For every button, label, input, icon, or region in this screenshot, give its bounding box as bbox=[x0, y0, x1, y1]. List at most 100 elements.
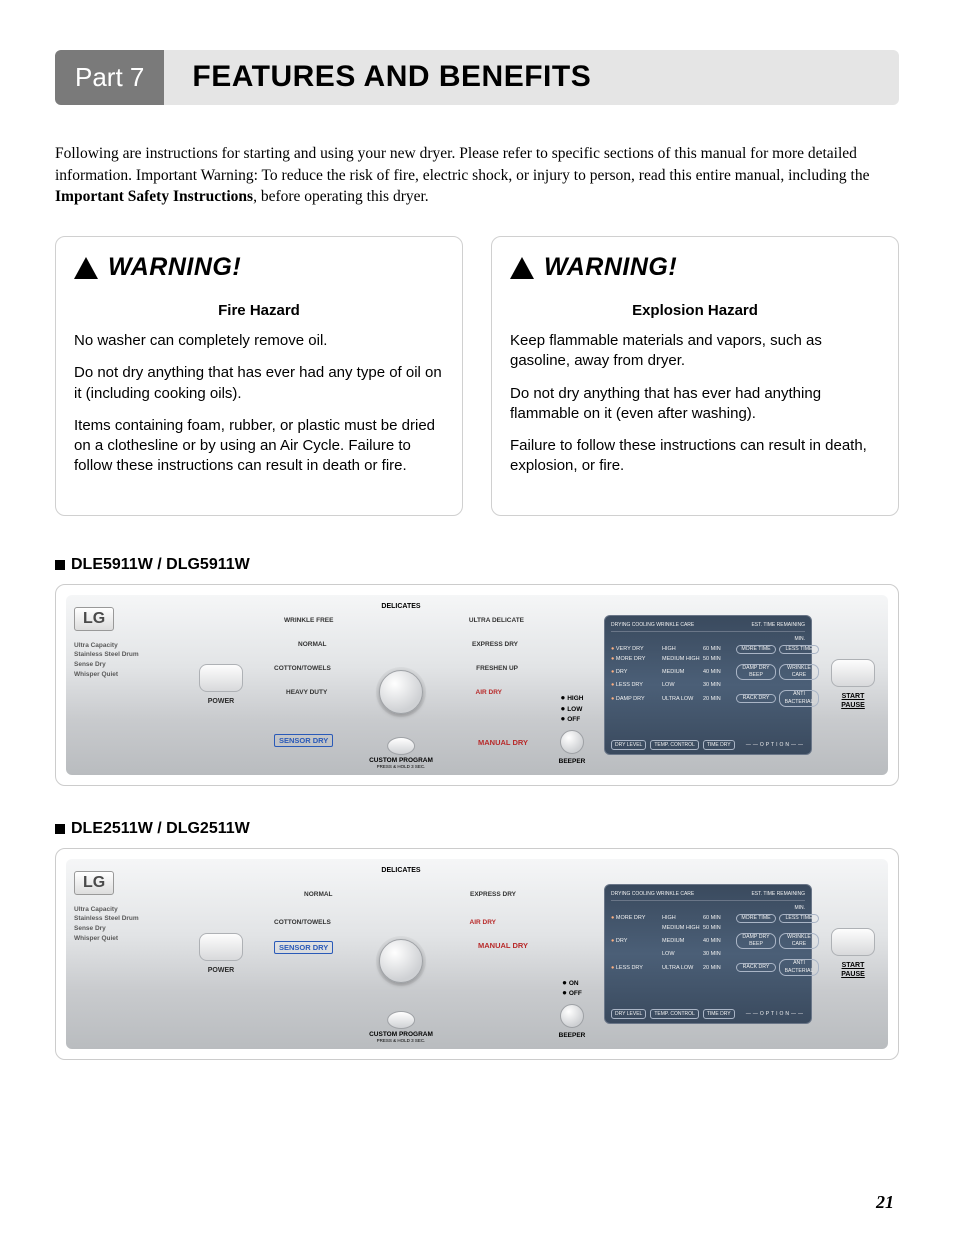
lcd-cell: ANTI BACTERIAL bbox=[779, 959, 819, 976]
lcd-button[interactable]: TIME DRY bbox=[703, 1009, 735, 1019]
brand-line: Stainless Steel Drum bbox=[74, 650, 178, 660]
lcd-button[interactable]: TIME DRY bbox=[703, 740, 735, 750]
lcd-cell: RACK DRY bbox=[736, 963, 776, 972]
control-panel-2: LG Ultra Capacity Stainless Steel Drum S… bbox=[66, 859, 888, 1049]
warning-triangle-icon bbox=[74, 257, 98, 279]
lcd-button[interactable]: DRY LEVEL bbox=[611, 1009, 646, 1019]
header-row: Part 7 FEATURES AND BENEFITS bbox=[55, 50, 899, 105]
custom-program-sub: PRESS & HOLD 3 SEC. bbox=[369, 764, 433, 769]
power-button[interactable] bbox=[199, 933, 243, 961]
custom-program-sub: PRESS & HOLD 3 SEC. bbox=[369, 1038, 433, 1043]
warning-text: WARNING! bbox=[544, 253, 677, 282]
lcd-cell: ● MORE DRY bbox=[611, 656, 659, 662]
lcd-cell: MEDIUM bbox=[662, 938, 700, 944]
explosion-p2: Do not dry anything that has ever had an… bbox=[510, 384, 880, 425]
brand-line: Stainless Steel Drum bbox=[74, 914, 178, 924]
warning-label: WARNING! bbox=[74, 253, 444, 282]
lcd-cell: ● LESS DRY bbox=[611, 965, 659, 971]
beeper-levels: ● HIGH ● LOW ● OFF bbox=[561, 694, 584, 725]
dial-opt: EXPRESS DRY bbox=[472, 641, 518, 648]
lcd-cell: WRINKLE CARE bbox=[779, 664, 819, 681]
power-column: POWER bbox=[186, 595, 256, 775]
start-pause-label: STARTPAUSE bbox=[841, 693, 865, 710]
sensor-dry-label: SENSOR DRY bbox=[274, 941, 333, 954]
lcd-cell: LESS TIME bbox=[779, 645, 819, 654]
lcd-cell: MEDIUM HIGH bbox=[662, 925, 700, 931]
warning-label: WARNING! bbox=[510, 253, 880, 282]
lcd-cell: HIGH bbox=[662, 915, 700, 921]
lcd-cell: MEDIUM HIGH bbox=[662, 656, 700, 662]
dial-opt: FRESHEN UP bbox=[476, 665, 518, 672]
lcd-button[interactable]: TEMP. CONTROL bbox=[650, 1009, 698, 1019]
brand-line: Sense Dry bbox=[74, 924, 178, 934]
lg-logo: LG bbox=[74, 871, 114, 895]
part-badge: Part 7 bbox=[55, 50, 164, 105]
lcd-cell: DAMP DRY BEEP bbox=[736, 664, 776, 681]
lcd-cell: ULTRA LOW bbox=[662, 965, 700, 971]
beeper-level: ● OFF bbox=[562, 989, 582, 999]
display-column: DRYING COOLING WRINKLE CARE EST. TIME RE… bbox=[598, 859, 818, 1049]
brand-column: LG Ultra Capacity Stainless Steel Drum S… bbox=[66, 859, 186, 1049]
brand-lines: Ultra Capacity Stainless Steel Drum Sens… bbox=[74, 905, 178, 944]
custom-program-button[interactable] bbox=[387, 737, 415, 755]
start-pause-button[interactable] bbox=[831, 928, 875, 956]
lcd-cell: LESS TIME bbox=[779, 914, 819, 923]
custom-program-label: CUSTOM PROGRAM bbox=[369, 757, 433, 764]
lcd-cell: MORE TIME bbox=[736, 645, 776, 654]
warnings-row: WARNING! Fire Hazard No washer can compl… bbox=[55, 236, 899, 516]
power-label: POWER bbox=[208, 967, 234, 974]
lcd-time-remaining: EST. TIME REMAINING bbox=[751, 622, 805, 628]
lcd-button[interactable]: DRY LEVEL bbox=[611, 740, 646, 750]
lcd-cell: LOW bbox=[662, 682, 700, 688]
sensor-dry-label: SENSOR DRY bbox=[274, 734, 333, 747]
model2-heading: DLE2511W / DLG2511W bbox=[55, 820, 899, 838]
brand-line: Sense Dry bbox=[74, 660, 178, 670]
dial-opt: COTTON/TOWELS bbox=[274, 919, 331, 926]
manual-dry-label: MANUAL DRY bbox=[478, 941, 528, 950]
lcd-cell: ANTI BACTERIAL bbox=[779, 690, 819, 707]
dial-opt: COTTON/TOWELS bbox=[274, 665, 331, 672]
lcd-display: DRYING COOLING WRINKLE CARE EST. TIME RE… bbox=[604, 615, 812, 755]
lcd-cell: 30 MIN bbox=[703, 951, 733, 957]
lcd-grid: ● MORE DRYHIGH60 MINMORE TIMELESS TIMEME… bbox=[611, 914, 805, 976]
explosion-p1: Keep flammable materials and vapors, suc… bbox=[510, 331, 880, 372]
lcd-top-row: DRYING COOLING WRINKLE CARE EST. TIME RE… bbox=[611, 622, 805, 632]
beeper-knob[interactable] bbox=[560, 730, 584, 754]
warning-triangle-icon bbox=[510, 257, 534, 279]
power-button[interactable] bbox=[199, 664, 243, 692]
cycle-dial[interactable] bbox=[379, 939, 423, 983]
dial-title: DELICATES bbox=[256, 603, 546, 610]
lcd-min: MIN. bbox=[611, 905, 805, 911]
dial-opt: EXPRESS DRY bbox=[470, 891, 516, 898]
cycle-dial[interactable] bbox=[379, 670, 423, 714]
beeper-level: ● OFF bbox=[561, 715, 584, 725]
custom-program: CUSTOM PROGRAM PRESS & HOLD 3 SEC. bbox=[369, 737, 433, 769]
start-pause-button[interactable] bbox=[831, 659, 875, 687]
model1-heading: DLE5911W / DLG5911W bbox=[55, 556, 899, 574]
lcd-min: MIN. bbox=[611, 636, 805, 642]
lcd-cell: 30 MIN bbox=[703, 682, 733, 688]
power-label: POWER bbox=[208, 698, 234, 705]
custom-program-button[interactable] bbox=[387, 1011, 415, 1029]
dial-opt: HEAVY DUTY bbox=[286, 689, 327, 696]
beeper-knob[interactable] bbox=[560, 1004, 584, 1028]
dial-opt: WRINKLE FREE bbox=[284, 617, 333, 624]
warning-fire-box: WARNING! Fire Hazard No washer can compl… bbox=[55, 236, 463, 516]
beeper-column: ● HIGH ● LOW ● OFF BEEPER bbox=[546, 595, 598, 775]
lcd-time-remaining: EST. TIME REMAINING bbox=[751, 891, 805, 897]
fire-p3: Items containing foam, rubber, or plasti… bbox=[74, 416, 444, 477]
lcd-cell: MORE TIME bbox=[736, 914, 776, 923]
beeper-label: BEEPER bbox=[559, 1032, 586, 1039]
dial-opt: AIR DRY bbox=[470, 919, 496, 926]
page-root: Part 7 FEATURES AND BENEFITS Following a… bbox=[0, 0, 954, 1060]
brand-line: Ultra Capacity bbox=[74, 905, 178, 915]
dial-opt: ULTRA DELICATE bbox=[469, 617, 524, 624]
lcd-cell: ● DRY bbox=[611, 938, 659, 944]
lcd-button[interactable]: TEMP. CONTROL bbox=[650, 740, 698, 750]
lcd-cell: MEDIUM bbox=[662, 669, 700, 675]
bullet-icon bbox=[55, 824, 65, 834]
fire-p2: Do not dry anything that has ever had an… bbox=[74, 363, 444, 404]
lcd-status: DRYING COOLING WRINKLE CARE bbox=[611, 622, 694, 628]
dial-opt: NORMAL bbox=[304, 891, 333, 898]
intro-bold: Important Safety Instructions bbox=[55, 188, 253, 205]
